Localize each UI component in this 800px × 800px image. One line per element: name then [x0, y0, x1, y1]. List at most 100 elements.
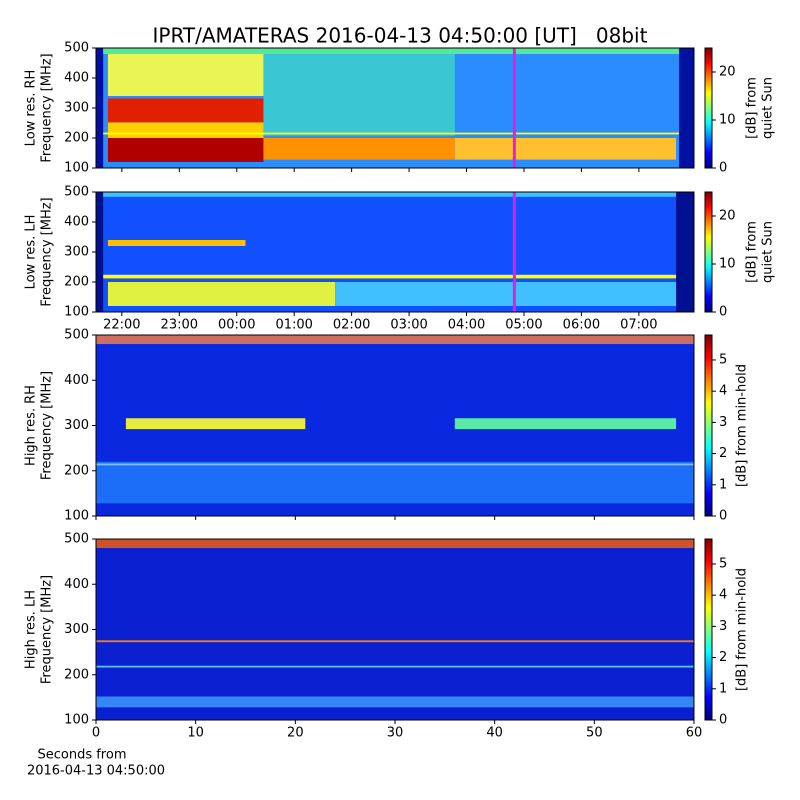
x-tick-label: 05:00 [505, 318, 542, 333]
x-tick-label: 0 [92, 726, 100, 741]
spectrogram-band [335, 282, 677, 306]
colorbar [704, 538, 713, 721]
x-tick-label: 60 [686, 726, 703, 741]
colorbar-tick-label: 3 [719, 415, 727, 430]
colorbar-tick-label: 4 [719, 588, 727, 603]
y-tick-label: 300 [64, 101, 89, 116]
y-tick-label: 500 [64, 185, 89, 200]
spectrogram-band [96, 665, 694, 668]
x-tick-label: 02:00 [333, 318, 370, 333]
spectrogram-band [107, 282, 336, 306]
spectrogram-band [96, 640, 694, 643]
spectrogram-band [454, 138, 677, 160]
colorbar [704, 191, 713, 313]
colorbar-tick-label: 5 [719, 556, 727, 571]
spectrogram-band [454, 418, 677, 430]
spectrogram-band [96, 461, 694, 504]
x-tick-label: 01:00 [275, 318, 312, 333]
spectrogram-band [125, 418, 306, 430]
y-tick-label: 200 [64, 275, 89, 290]
y-tick-label: 500 [64, 41, 89, 56]
y-tick-label: 300 [64, 418, 89, 433]
y-tick-label: 300 [64, 622, 89, 637]
spectrogram-band [107, 98, 264, 123]
colorbar-label: quiet Sun [761, 77, 776, 139]
x-tick-label: 23:00 [161, 318, 198, 333]
x-tick-label: 06:00 [563, 318, 600, 333]
x-tick-label: 22:00 [103, 318, 140, 333]
y-axis-label: High res. RH [24, 385, 39, 466]
x-tick-label: 40 [486, 726, 503, 741]
colorbar-label: quiet Sun [761, 221, 776, 283]
colorbar-tick-label: 0 [719, 161, 727, 176]
y-tick-label: 400 [64, 577, 89, 592]
spectrogram-band [103, 132, 680, 135]
spectrogram-band [263, 54, 455, 136]
spectrogram-band [107, 54, 264, 96]
colorbar-label: [dB] from [745, 221, 760, 283]
colorbar-label: [dB] from min-hold [735, 364, 750, 487]
x-axis-label: 2016-04-13 04:50:00 [27, 764, 165, 779]
y-axis-label: Frequency [MHz] [40, 371, 55, 480]
spectrogram-band [107, 240, 246, 246]
y-tick-label: 100 [64, 161, 89, 176]
x-tick-label: 30 [387, 726, 404, 741]
y-tick-label: 100 [64, 713, 89, 728]
colorbar-tick-label: 5 [719, 352, 727, 367]
y-axis-label: Frequency [MHz] [40, 53, 55, 162]
y-tick-label: 400 [64, 71, 89, 86]
y-tick-label: 100 [64, 305, 89, 320]
y-tick-label: 100 [64, 509, 89, 524]
spectrogram-band [107, 138, 264, 162]
colorbar-tick-label: 20 [719, 209, 736, 224]
x-tick-label: 20 [287, 726, 304, 741]
colorbar-tick-label: 0 [719, 713, 727, 728]
x-tick-label: 04:00 [448, 318, 485, 333]
x-tick-label: 03:00 [390, 318, 427, 333]
y-tick-label: 500 [64, 532, 89, 547]
x-tick-label: 07:00 [620, 318, 657, 333]
spectrogram-band [103, 274, 677, 279]
spectrogram-band [103, 48, 680, 54]
colorbar-tick-label: 1 [719, 477, 727, 492]
spectrogram-band [676, 192, 694, 312]
spectrogram-band [107, 122, 264, 138]
spectrogram-band [96, 539, 694, 549]
x-tick-label: 10 [187, 726, 204, 741]
spectrogram-band [263, 138, 455, 160]
y-axis-label: Low res. RH [24, 70, 39, 147]
colorbar-tick-label: 1 [719, 681, 727, 696]
spectrogram-band [96, 696, 694, 708]
colorbar-tick-label: 2 [719, 650, 727, 665]
colorbar-tick-label: 4 [719, 384, 727, 399]
y-axis-label: Frequency [MHz] [40, 197, 55, 306]
colorbar-label: [dB] from min-hold [735, 568, 750, 691]
colorbar-tick-label: 3 [719, 619, 727, 634]
x-tick-label: 50 [586, 726, 603, 741]
colorbar-tick-label: 10 [719, 257, 736, 272]
spectrogram-band [96, 463, 694, 466]
y-tick-label: 400 [64, 373, 89, 388]
colorbar [704, 47, 713, 169]
y-axis-label: Frequency [MHz] [40, 575, 55, 684]
colorbar-tick-label: 2 [719, 446, 727, 461]
spectrogram-image [96, 539, 694, 720]
y-tick-label: 400 [64, 215, 89, 230]
x-tick-label: 00:00 [218, 318, 255, 333]
colorbar-tick-label: 10 [719, 113, 736, 128]
y-axis-label: High res. LH [24, 590, 39, 669]
colorbar [704, 334, 713, 517]
x-axis-label: Seconds from [37, 748, 126, 763]
y-axis-label: Low res. LH [24, 215, 39, 290]
y-tick-label: 200 [64, 667, 89, 682]
colorbar-tick-label: 0 [719, 305, 727, 320]
spectrogram-band [103, 192, 677, 197]
figure-title: IPRT/AMATERAS 2016-04-13 04:50:00 [UT] 0… [153, 24, 648, 48]
y-tick-label: 200 [64, 131, 89, 146]
colorbar-tick-label: 0 [719, 509, 727, 524]
colorbar-label: [dB] from [745, 77, 760, 139]
y-tick-label: 500 [64, 328, 89, 343]
y-tick-label: 200 [64, 463, 89, 478]
spectrogram-band [96, 48, 104, 168]
